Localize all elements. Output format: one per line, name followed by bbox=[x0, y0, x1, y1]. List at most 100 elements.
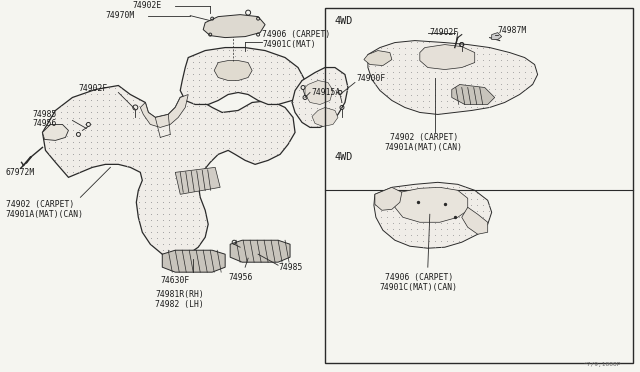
Point bbox=[306, 81, 316, 87]
Point bbox=[212, 58, 222, 64]
Text: 74985: 74985 bbox=[278, 263, 303, 272]
Point bbox=[176, 151, 186, 157]
Point bbox=[472, 45, 482, 51]
Point bbox=[388, 87, 398, 93]
Text: 4WD: 4WD bbox=[335, 16, 353, 26]
Point bbox=[436, 244, 446, 250]
Point bbox=[382, 226, 392, 232]
Point bbox=[318, 93, 328, 99]
Point bbox=[312, 112, 322, 118]
Point bbox=[406, 105, 416, 110]
Point bbox=[278, 121, 288, 127]
Polygon shape bbox=[312, 108, 338, 126]
Text: 74956: 74956 bbox=[228, 273, 253, 282]
Point bbox=[206, 115, 216, 121]
Point bbox=[212, 89, 222, 94]
Point bbox=[206, 151, 216, 157]
Point bbox=[218, 77, 228, 83]
Point bbox=[382, 220, 392, 226]
Point bbox=[266, 100, 276, 106]
Point bbox=[128, 140, 138, 145]
Point bbox=[318, 106, 328, 112]
Point bbox=[429, 232, 440, 238]
Point bbox=[442, 87, 452, 93]
Point bbox=[508, 57, 518, 62]
Point bbox=[412, 202, 422, 208]
Point bbox=[376, 62, 386, 68]
Point bbox=[447, 232, 458, 238]
Point bbox=[176, 145, 186, 151]
Point bbox=[394, 208, 404, 214]
Point bbox=[284, 77, 294, 83]
Point bbox=[146, 199, 156, 205]
Point bbox=[236, 128, 246, 134]
Point bbox=[182, 145, 193, 151]
Point bbox=[51, 134, 61, 140]
Point bbox=[182, 157, 193, 163]
Point bbox=[140, 205, 150, 211]
Point bbox=[318, 81, 328, 87]
Point bbox=[194, 151, 204, 157]
Point bbox=[86, 134, 97, 140]
Point bbox=[436, 45, 446, 51]
Point bbox=[56, 151, 67, 157]
Point bbox=[454, 57, 464, 62]
Point bbox=[472, 68, 482, 74]
Point bbox=[364, 62, 374, 68]
Point bbox=[152, 140, 163, 145]
Point bbox=[336, 99, 346, 105]
Point bbox=[218, 83, 228, 89]
Point bbox=[490, 80, 500, 86]
Point bbox=[278, 94, 288, 100]
Point bbox=[472, 51, 482, 57]
Point bbox=[146, 229, 156, 235]
Point bbox=[212, 151, 222, 157]
Point bbox=[406, 208, 416, 214]
Point bbox=[188, 94, 198, 100]
Point bbox=[429, 87, 440, 93]
Point bbox=[424, 45, 434, 51]
Point bbox=[86, 157, 97, 163]
Point bbox=[495, 93, 506, 99]
Point bbox=[68, 134, 79, 140]
Point bbox=[436, 68, 446, 74]
Point bbox=[412, 208, 422, 214]
Point bbox=[140, 182, 150, 187]
Point bbox=[290, 83, 300, 89]
Point bbox=[218, 52, 228, 58]
Point bbox=[477, 51, 488, 57]
Text: 74915A: 74915A bbox=[311, 88, 340, 97]
Point bbox=[248, 65, 258, 71]
Point bbox=[122, 163, 132, 169]
Point bbox=[278, 58, 288, 64]
Point bbox=[502, 93, 512, 99]
Point bbox=[336, 106, 346, 112]
Point bbox=[176, 128, 186, 134]
Point bbox=[429, 208, 440, 214]
Polygon shape bbox=[374, 182, 492, 248]
Point bbox=[342, 87, 352, 93]
Point bbox=[460, 208, 470, 214]
Point bbox=[86, 151, 97, 157]
Point bbox=[364, 57, 374, 62]
Point bbox=[56, 109, 67, 115]
Point bbox=[146, 128, 156, 134]
Text: 74906 (CARPET): 74906 (CARPET) bbox=[262, 30, 330, 39]
Point bbox=[170, 253, 180, 259]
Point bbox=[200, 52, 211, 58]
Point bbox=[92, 145, 102, 151]
Point bbox=[382, 87, 392, 93]
Point bbox=[424, 244, 434, 250]
Point bbox=[382, 80, 392, 86]
Point bbox=[218, 65, 228, 71]
Point bbox=[272, 134, 282, 140]
Polygon shape bbox=[364, 51, 392, 65]
Point bbox=[74, 157, 84, 163]
Point bbox=[92, 92, 102, 97]
Point bbox=[110, 134, 120, 140]
Point bbox=[394, 87, 404, 93]
Point bbox=[312, 76, 322, 81]
Point bbox=[508, 62, 518, 68]
Point bbox=[394, 238, 404, 244]
Point bbox=[152, 223, 163, 229]
